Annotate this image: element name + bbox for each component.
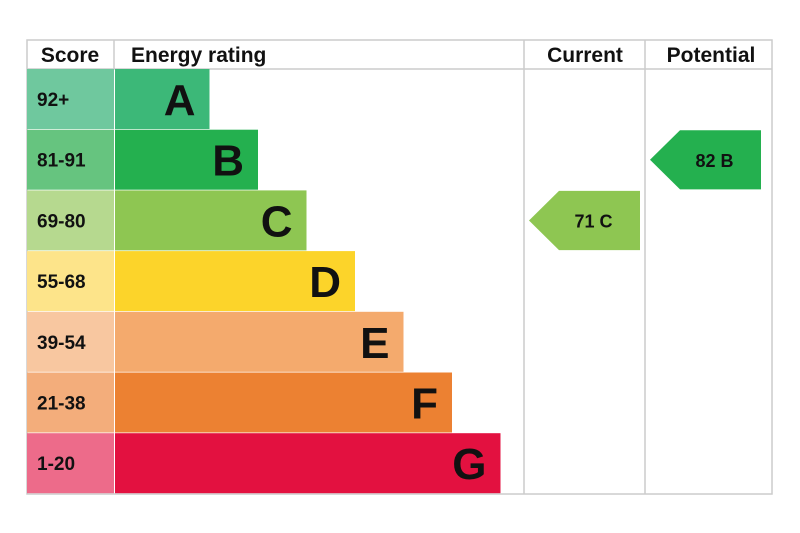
score-label-b: 81-91 (37, 151, 86, 172)
score-label-d: 55-68 (37, 272, 86, 293)
potential-arrow (650, 130, 761, 190)
current-header: Current (547, 44, 623, 67)
score-cell-e (27, 311, 114, 372)
band-letter-d: D (309, 258, 341, 307)
score-label-e: 39-54 (37, 333, 86, 354)
score-label-f: 21-38 (37, 394, 86, 415)
band-letter-c: C (261, 197, 293, 246)
score-cell-d (27, 251, 114, 312)
band-bar-c (115, 190, 307, 251)
rating-bands: 92+ A 81-91 B 69-80 C 55-68 D 39-54 E 21-38 F 1-20 G (27, 69, 501, 494)
band-bar-e (115, 311, 404, 372)
band-letter-e: E (360, 319, 389, 368)
potential-header: Potential (667, 44, 756, 67)
band-bar-d (115, 251, 355, 312)
score-cell-b (27, 129, 114, 190)
score-cell-a (27, 69, 114, 129)
score-cell-g (27, 433, 114, 494)
band-letter-f: F (411, 380, 438, 429)
band-bar-b (115, 129, 258, 190)
current-rating-label: 71 C (574, 212, 612, 232)
band-bar-f (115, 372, 452, 433)
score-cell-c (27, 190, 114, 251)
current-arrow (529, 190, 640, 251)
rating-arrows: 71 C 82 B (529, 130, 761, 251)
score-label-a: 92+ (37, 90, 69, 111)
score-header: Score (41, 44, 99, 67)
band-bar-g (115, 433, 501, 494)
score-label-g: 1-20 (37, 454, 75, 475)
band-letter-b: B (212, 137, 244, 186)
score-cell-f (27, 372, 114, 433)
score-label-c: 69-80 (37, 211, 86, 232)
energy-rating-header: Energy rating (131, 44, 266, 67)
band-bar-a (115, 69, 210, 129)
band-letter-g: G (452, 440, 486, 489)
band-letter-a: A (164, 76, 196, 125)
potential-rating-label: 82 B (695, 151, 733, 171)
